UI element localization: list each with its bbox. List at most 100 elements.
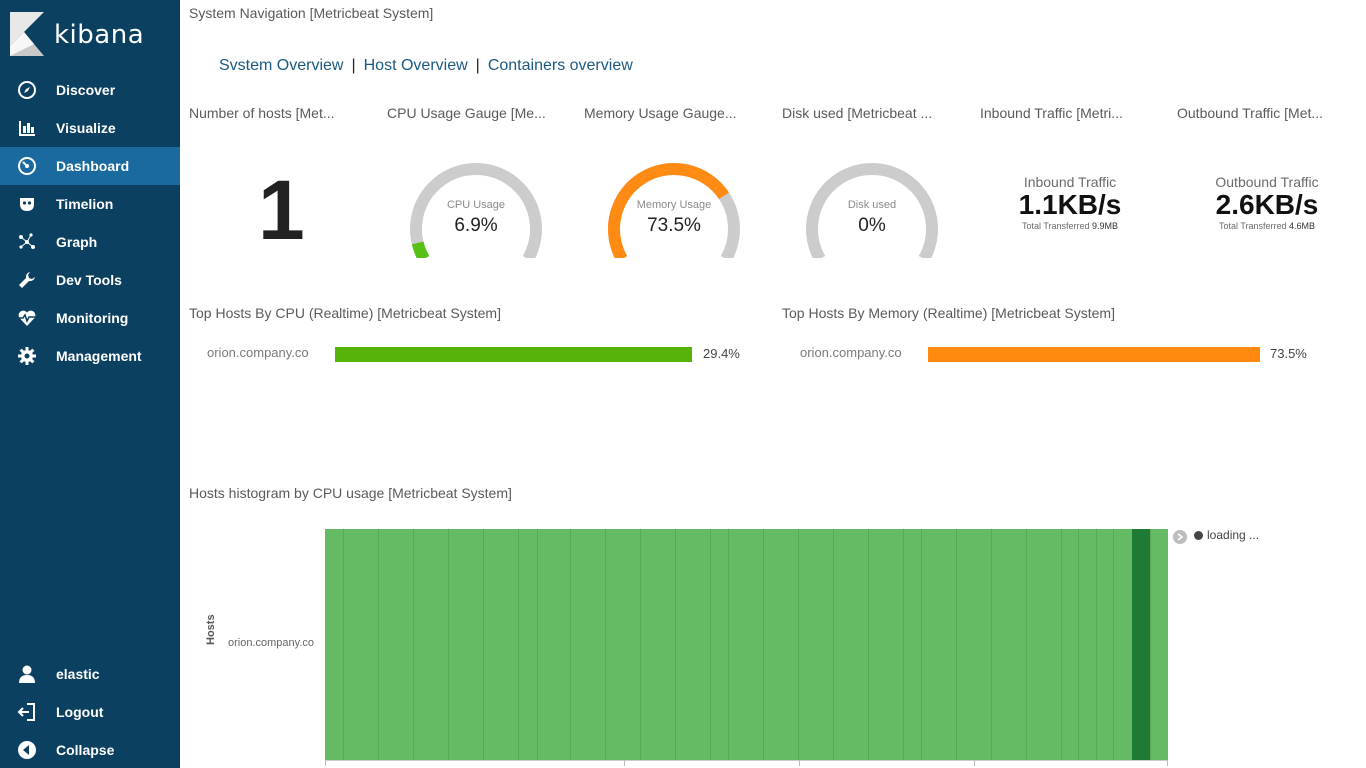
memory-bar bbox=[928, 347, 1260, 362]
kibana-logo-icon bbox=[10, 12, 44, 56]
gauge-value: 6.9% bbox=[454, 215, 498, 236]
cell-divider bbox=[570, 529, 571, 760]
legend-item[interactable]: loading ... bbox=[1194, 528, 1259, 542]
panel-title-inbound: Inbound Traffic [Metri... bbox=[980, 105, 1123, 121]
compass-icon bbox=[17, 80, 37, 100]
x-axis-tick bbox=[1167, 760, 1168, 766]
sidebar: kibana Discover Visualize Dashboard Time… bbox=[0, 0, 180, 768]
traffic-total: Total Transferred 4.6MB bbox=[1187, 221, 1347, 231]
cell-divider bbox=[640, 529, 641, 760]
histogram-plot[interactable] bbox=[325, 529, 1168, 768]
panel-title-system-navigation: System Navigation [Metricbeat System] bbox=[189, 5, 434, 21]
sidebar-item-label: elastic bbox=[56, 666, 100, 682]
inbound-traffic-metric: Inbound Traffic 1.1KB/s Total Transferre… bbox=[990, 174, 1150, 231]
memory-bar-value: 73.5% bbox=[1270, 346, 1307, 361]
cell-divider bbox=[343, 529, 344, 760]
link-separator: | bbox=[351, 57, 356, 74]
panel-title-top-cpu: Top Hosts By CPU (Realtime) [Metricbeat … bbox=[189, 305, 501, 321]
gauge-fill bbox=[608, 163, 729, 258]
gauge-label: Memory Usage bbox=[636, 199, 712, 211]
cell-divider bbox=[675, 529, 676, 760]
gauge-label: CPU Usage bbox=[446, 199, 506, 211]
gauge-value: 73.5% bbox=[647, 215, 701, 236]
cell-divider bbox=[710, 529, 711, 760]
cell-divider bbox=[868, 529, 869, 760]
sidebar-item-label: Management bbox=[56, 348, 142, 364]
sidebar-item-graph[interactable]: Graph bbox=[0, 223, 180, 261]
traffic-value: 2.6KB/s bbox=[1215, 189, 1319, 220]
panel-title-top-memory: Top Hosts By Memory (Realtime) [Metricbe… bbox=[782, 305, 1115, 321]
gauge-track bbox=[410, 163, 542, 258]
cell-divider bbox=[1096, 529, 1097, 760]
cell-divider bbox=[518, 529, 519, 760]
sidebar-item-monitoring[interactable]: Monitoring bbox=[0, 299, 180, 337]
disk-gauge: Disk used 0% bbox=[802, 158, 942, 258]
heartbeat-icon bbox=[17, 308, 37, 328]
sidebar-item-dashboard[interactable]: Dashboard bbox=[0, 147, 180, 185]
y-axis-title: Hosts bbox=[205, 614, 217, 645]
cell-divider bbox=[833, 529, 834, 760]
cell-divider bbox=[605, 529, 606, 760]
sidebar-item-management[interactable]: Management bbox=[0, 337, 180, 375]
panel-title-outbound: Outbound Traffic [Met... bbox=[1177, 105, 1324, 121]
panel-title-cpu: CPU Usage Gauge [Me... bbox=[387, 105, 546, 121]
sidebar-item-label: Discover bbox=[56, 82, 116, 98]
sidebar-item-label: Dev Tools bbox=[56, 272, 122, 288]
traffic-label: Inbound Traffic bbox=[1023, 174, 1117, 190]
link-host-overview[interactable]: Host Overview bbox=[363, 57, 468, 74]
cell-divider bbox=[1026, 529, 1027, 760]
cell-divider bbox=[798, 529, 799, 760]
cell-divider bbox=[991, 529, 992, 760]
traffic-label: Outbound Traffic bbox=[1215, 174, 1319, 190]
sidebar-item-label: Graph bbox=[56, 234, 98, 250]
legend-toggle-button[interactable] bbox=[1173, 530, 1187, 544]
traffic-value: 1.1KB/s bbox=[1018, 189, 1122, 220]
sidebar-item-visualize[interactable]: Visualize bbox=[0, 109, 180, 147]
hosts-count: 1 bbox=[258, 163, 305, 257]
x-axis-tick bbox=[974, 760, 975, 766]
legend-label: loading ... bbox=[1207, 528, 1260, 542]
chevron-right-icon bbox=[1177, 533, 1184, 541]
cell-divider bbox=[483, 529, 484, 760]
memory-gauge-arc bbox=[608, 163, 740, 258]
gear-icon bbox=[17, 346, 37, 366]
x-axis-tick bbox=[624, 760, 625, 766]
collapse-arrow-icon bbox=[17, 740, 37, 760]
link-system-overview[interactable]: Svstem Overview bbox=[219, 57, 344, 74]
cell-divider bbox=[1113, 529, 1114, 760]
kibana-logo[interactable]: kibana bbox=[10, 12, 170, 56]
user-icon bbox=[17, 664, 37, 684]
sidebar-item-label: Monitoring bbox=[56, 310, 129, 326]
sidebar-item-label: Collapse bbox=[56, 742, 115, 758]
cpu-gauge-arc bbox=[410, 163, 542, 258]
histogram-highlight-cell bbox=[1132, 529, 1150, 760]
link-separator: | bbox=[475, 57, 480, 74]
sidebar-item-user[interactable]: elastic bbox=[0, 655, 180, 693]
link-containers-overview[interactable]: Containers overview bbox=[487, 57, 633, 74]
gauge-label: Disk used bbox=[847, 199, 897, 211]
sidebar-item-dev-tools[interactable]: Dev Tools bbox=[0, 261, 180, 299]
top-cpu-row: orion.company.co 29.4% bbox=[207, 344, 747, 364]
main-nav: Discover Visualize Dashboard Timelion Gr… bbox=[0, 71, 180, 375]
cell-divider bbox=[1150, 529, 1151, 760]
sidebar-item-timelion[interactable]: Timelion bbox=[0, 185, 180, 223]
cell-divider bbox=[1061, 529, 1062, 760]
memory-gauge: Memory Usage 73.5% bbox=[604, 158, 744, 258]
sidebar-item-collapse[interactable]: Collapse bbox=[0, 731, 180, 768]
app-name: kibana bbox=[54, 20, 145, 50]
gauge-track bbox=[806, 163, 938, 258]
panel-title-histogram: Hosts histogram by CPU usage [Metricbeat… bbox=[189, 485, 512, 501]
sidebar-item-label: Dashboard bbox=[56, 158, 130, 174]
cpu-bar-value: 29.4% bbox=[703, 346, 740, 361]
x-axis-tick bbox=[799, 760, 800, 766]
system-navigation-links: Svstem Overview | Host Overview | Contai… bbox=[219, 57, 633, 75]
x-axis-tick bbox=[325, 760, 326, 766]
traffic-total-value: 4.6MB bbox=[1289, 221, 1316, 231]
cell-divider bbox=[956, 529, 957, 760]
bar-chart-icon bbox=[17, 118, 37, 138]
traffic-total-value: 9.9MB bbox=[1092, 221, 1119, 231]
panel-title-hosts: Number of hosts [Met... bbox=[189, 105, 335, 121]
sidebar-item-logout[interactable]: Logout bbox=[0, 693, 180, 731]
gauge-value: 0% bbox=[858, 215, 886, 236]
sidebar-item-discover[interactable]: Discover bbox=[0, 71, 180, 109]
